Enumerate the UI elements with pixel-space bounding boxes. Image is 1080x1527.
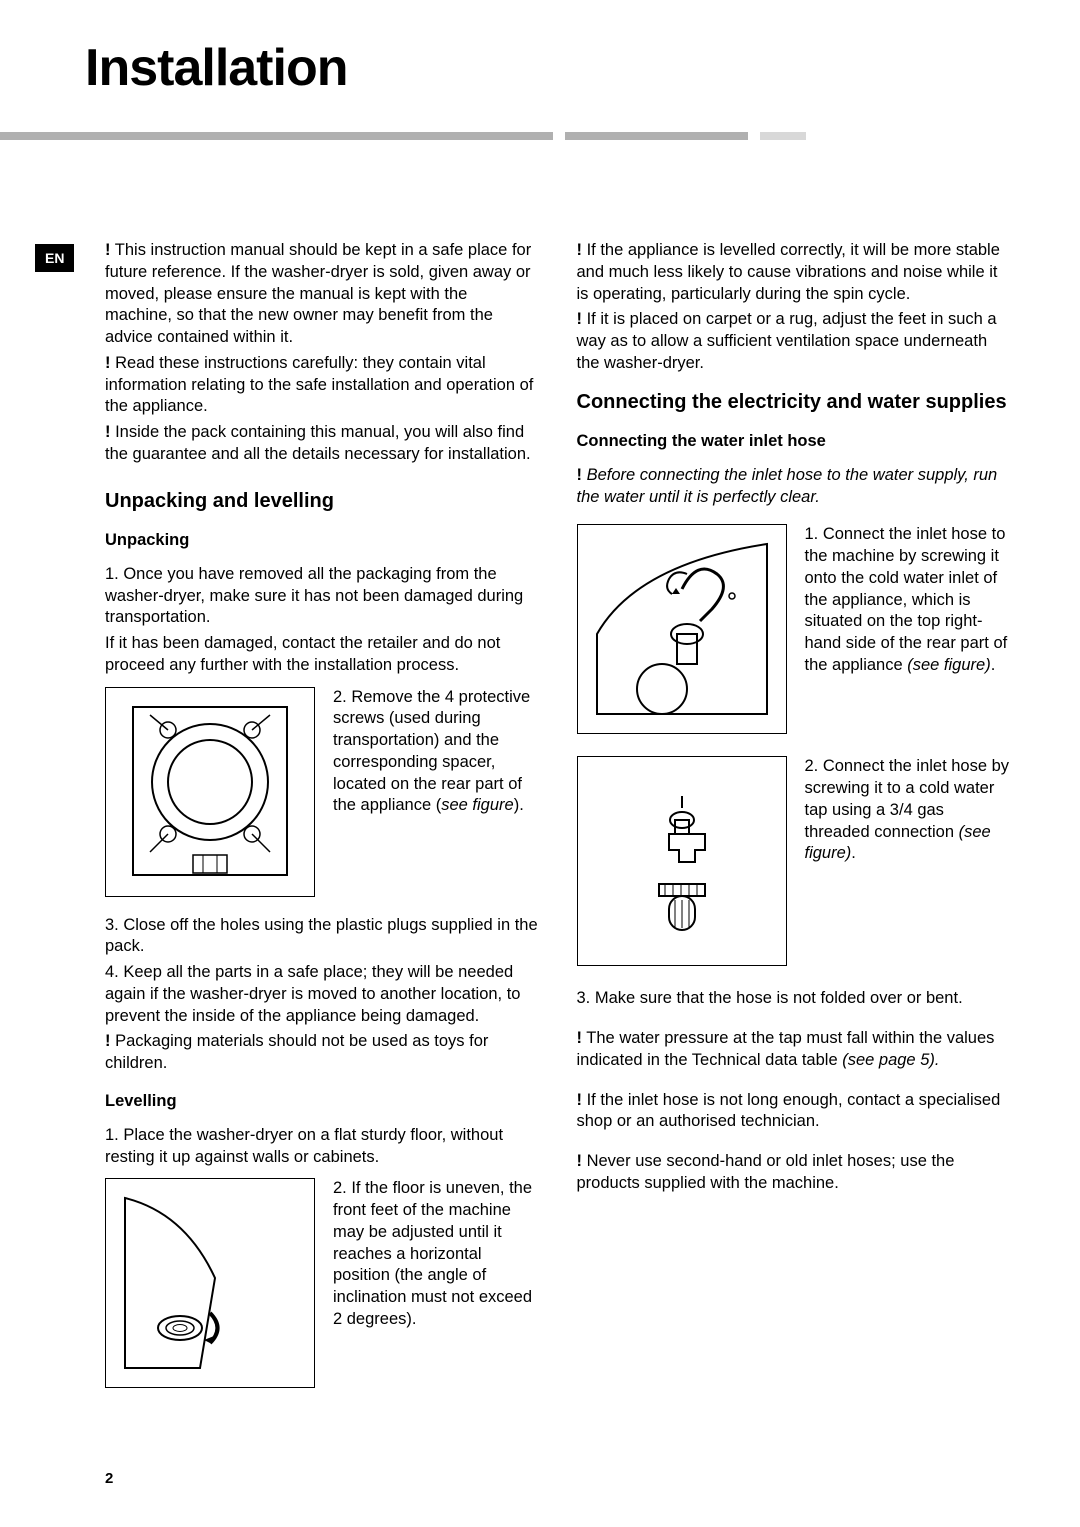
page-number: 2: [105, 1470, 113, 1487]
unpacking-step1: 1. Once you have removed all the packagi…: [105, 564, 539, 629]
old-hose-warning-text: Never use second-hand or old inlet hoses…: [577, 1152, 955, 1192]
packaging-warning-text: Packaging materials should not be used a…: [105, 1032, 488, 1072]
inlet-tap-icon: [587, 766, 777, 956]
figure-inlet-tap: [577, 756, 787, 966]
pressure-warning: ! The water pressure at the tap must fal…: [577, 1028, 1011, 1072]
fig3-text-c: .: [991, 656, 996, 674]
header-rule: [0, 132, 1080, 140]
intro-note-1: ! This instruction manual should be kept…: [105, 240, 539, 349]
figure-2-caption: 2. If the floor is uneven, the front fee…: [333, 1178, 539, 1388]
fig4-text-c: .: [851, 844, 856, 862]
inlet-pre-warning-text: Before connecting the inlet hose to the …: [577, 466, 998, 506]
intro-note-2: ! Read these instructions carefully: the…: [105, 353, 539, 418]
subsection-levelling: Levelling: [105, 1091, 539, 1113]
unpacking-step3: 3. Close off the holes using the plastic…: [105, 915, 539, 959]
intro-note-2-text: Read these instructions carefully: they …: [105, 354, 533, 416]
unpacking-step4: 4. Keep all the parts in a safe place; t…: [105, 962, 539, 1027]
subsection-inlet-hose: Connecting the water inlet hose: [577, 431, 1011, 453]
subsection-unpacking: Unpacking: [105, 530, 539, 552]
inlet-machine-icon: [587, 534, 777, 724]
level-warning-a-text: If the appliance is levelled correctly, …: [577, 241, 1000, 303]
old-hose-warning: ! Never use second-hand or old inlet hos…: [577, 1151, 1011, 1195]
hose-step3: 3. Make sure that the hose is not folded…: [577, 988, 1011, 1010]
figure-row-4: 2. Connect the inlet hose by screwing it…: [577, 756, 1011, 966]
intro-note-1-text: This instruction manual should be kept i…: [105, 241, 531, 346]
figure-levelling-feet: [105, 1178, 315, 1388]
content-columns: ! This instruction manual should be kept…: [105, 240, 1010, 1398]
language-badge: EN: [35, 244, 74, 272]
intro-note-3-text: Inside the pack containing this manual, …: [105, 423, 531, 463]
section-unpacking-levelling: Unpacking and levelling: [105, 488, 539, 514]
level-warning-b-text: If it is placed on carpet or a rug, adju…: [577, 310, 997, 372]
intro-note-3: ! Inside the pack containing this manual…: [105, 422, 539, 466]
levelling-step1: 1. Place the washer-dryer on a flat stur…: [105, 1125, 539, 1169]
figure-rear-screws: [105, 687, 315, 897]
fig3-text-b: (see figure): [907, 656, 990, 674]
figure-row-2: 2. If the floor is uneven, the front fee…: [105, 1178, 539, 1388]
figure-row-1: 2. Remove the 4 protective screws (used …: [105, 687, 539, 897]
figure-1-caption: 2. Remove the 4 protective screws (used …: [333, 687, 539, 897]
rear-panel-icon: [115, 697, 305, 887]
figure-3-caption: 1. Connect the inlet hose to the machine…: [805, 524, 1011, 734]
section-connecting: Connecting the electricity and water sup…: [577, 389, 1011, 415]
levelling-feet-icon: [115, 1188, 305, 1378]
unpacking-step1b: If it has been damaged, contact the reta…: [105, 633, 539, 677]
fig3-text-a: 1. Connect the inlet hose to the machine…: [805, 525, 1008, 674]
inlet-pre-warning: ! Before connecting the inlet hose to th…: [577, 465, 1011, 509]
pressure-warning-ref: (see page 5).: [842, 1051, 939, 1069]
figure-4-caption: 2. Connect the inlet hose by screwing it…: [805, 756, 1011, 966]
packaging-warning: ! Packaging materials should not be used…: [105, 1031, 539, 1075]
figure-inlet-machine: [577, 524, 787, 734]
fig1-text-c: ).: [514, 796, 524, 814]
page-title: Installation: [0, 0, 1080, 98]
left-column: ! This instruction manual should be kept…: [105, 240, 539, 1398]
fig1-text-b: see figure: [441, 796, 513, 814]
level-warning-b: ! If it is placed on carpet or a rug, ad…: [577, 309, 1011, 374]
hose-length-warning: ! If the inlet hose is not long enough, …: [577, 1090, 1011, 1134]
figure-row-3: 1. Connect the inlet hose to the machine…: [577, 524, 1011, 734]
hose-length-warning-text: If the inlet hose is not long enough, co…: [577, 1091, 1001, 1131]
level-warning-a: ! If the appliance is levelled correctly…: [577, 240, 1011, 305]
right-column: ! If the appliance is levelled correctly…: [577, 240, 1011, 1398]
